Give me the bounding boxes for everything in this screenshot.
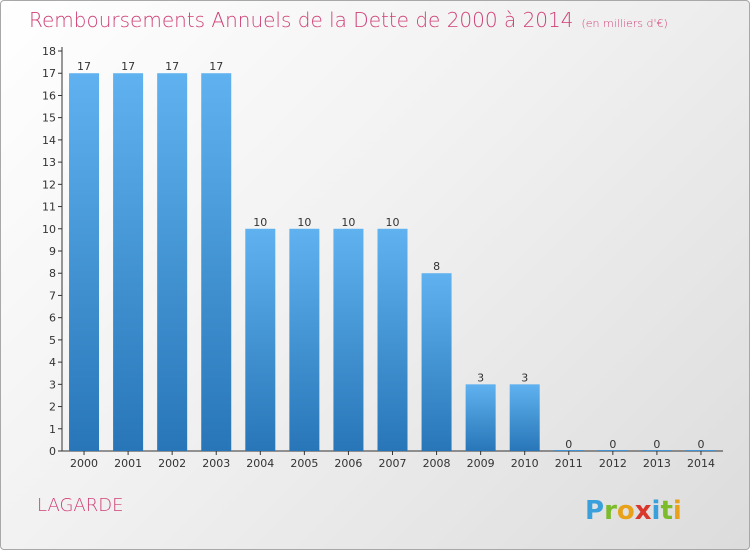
chart-subtitle: (en milliers d'€): [581, 17, 668, 30]
bar: [113, 73, 144, 451]
data-label: 0: [609, 438, 616, 451]
bar: [641, 450, 672, 451]
y-tick-label: 11: [42, 201, 56, 214]
x-tick-label: 2006: [334, 457, 362, 470]
data-label: 0: [565, 438, 572, 451]
x-tick-label: 2000: [70, 457, 98, 470]
bar: [377, 228, 408, 451]
y-tick-label: 0: [49, 445, 56, 458]
y-tick-label: 13: [42, 156, 56, 169]
x-tick-label: 2013: [643, 457, 671, 470]
y-tick-label: 4: [49, 356, 56, 369]
bar: [597, 450, 628, 451]
y-tick-label: 6: [49, 312, 56, 325]
x-tick-label: 2002: [158, 457, 186, 470]
bars: [69, 73, 716, 451]
x-tick-label: 2012: [599, 457, 627, 470]
y-tick-label: 12: [42, 178, 56, 191]
x-tick-label: 2008: [423, 457, 451, 470]
y-tick-label: 10: [42, 223, 56, 236]
y-tick-label: 3: [49, 378, 56, 391]
data-labels: 17 17 17 17 10 10 10 10 8 3 3 0 0 0 0: [77, 60, 704, 451]
data-label: 17: [209, 60, 223, 73]
data-label: 10: [341, 216, 355, 229]
bar: [289, 228, 320, 451]
data-label: 17: [121, 60, 135, 73]
y-tick-label: 15: [42, 112, 56, 125]
x-tick-label: 2010: [511, 457, 539, 470]
bar: [157, 73, 188, 451]
bar: [69, 73, 100, 451]
data-label: 3: [477, 371, 484, 384]
x-tick-label: 2005: [290, 457, 318, 470]
data-label: 10: [386, 216, 400, 229]
x-tick-label: 2003: [202, 457, 230, 470]
y-tick-label: 16: [42, 89, 56, 102]
data-label: 17: [165, 60, 179, 73]
data-label: 10: [253, 216, 267, 229]
bar: [465, 384, 496, 451]
bar: [245, 228, 276, 451]
x-tick-label: 2014: [687, 457, 715, 470]
data-label: 0: [697, 438, 704, 451]
data-label: 0: [653, 438, 660, 451]
x-tick-label: 2011: [555, 457, 583, 470]
bar: [201, 73, 232, 451]
bar: [685, 450, 716, 451]
bar: [553, 450, 584, 451]
x-tick-label: 2007: [379, 457, 407, 470]
bar: [421, 273, 452, 451]
y-tick-label: 8: [49, 267, 56, 280]
bar: [333, 228, 364, 451]
y-tick-label: 17: [42, 67, 56, 80]
x-tick-label: 2009: [467, 457, 495, 470]
y-tick-label: 18: [42, 45, 56, 58]
chart-title: Remboursements Annuels de la Dette de 20…: [29, 8, 668, 32]
data-label: 8: [433, 260, 440, 273]
data-label: 10: [297, 216, 311, 229]
svg-text:Proxiti: Proxiti: [585, 496, 682, 526]
commune-name: LAGARDE: [37, 495, 124, 516]
y-tick-label: 2: [49, 401, 56, 414]
y-tick-label: 9: [49, 245, 56, 258]
proxiti-logo: Proxiti: [585, 496, 682, 526]
x-tick-label: 2004: [246, 457, 274, 470]
y-tick-label: 5: [49, 334, 56, 347]
x-tick-label: 2001: [114, 457, 142, 470]
y-tick-label: 14: [42, 134, 56, 147]
bar: [509, 384, 540, 451]
y-tick-label: 7: [49, 289, 56, 302]
data-label: 3: [521, 371, 528, 384]
chart-title-text: Remboursements Annuels de la Dette de 20…: [29, 8, 574, 32]
y-tick-label: 1: [49, 423, 56, 436]
data-label: 17: [77, 60, 91, 73]
